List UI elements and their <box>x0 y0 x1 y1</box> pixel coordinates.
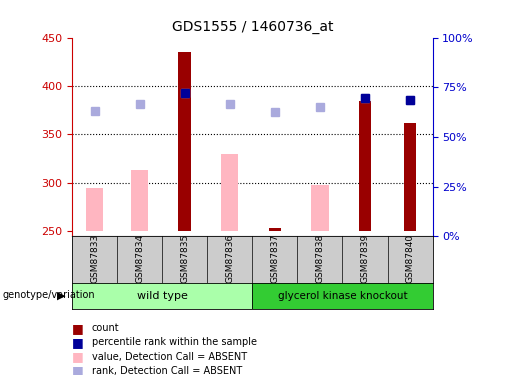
Bar <box>404 123 416 231</box>
Bar <box>221 154 238 231</box>
Text: wild type: wild type <box>137 291 187 301</box>
Text: GSM87838: GSM87838 <box>316 234 324 284</box>
Bar <box>268 228 281 231</box>
Text: ▶: ▶ <box>57 291 65 300</box>
Bar <box>178 52 191 231</box>
Text: ■: ■ <box>72 350 84 363</box>
Text: GSM87833: GSM87833 <box>90 234 99 284</box>
Bar <box>312 185 329 231</box>
Text: ■: ■ <box>72 322 84 334</box>
Text: glycerol kinase knockout: glycerol kinase knockout <box>278 291 407 301</box>
Bar <box>252 283 433 309</box>
Title: GDS1555 / 1460736_at: GDS1555 / 1460736_at <box>171 20 333 34</box>
Text: ■: ■ <box>72 336 84 349</box>
Bar <box>358 100 371 231</box>
Text: GSM87840: GSM87840 <box>406 234 415 284</box>
Text: value, Detection Call = ABSENT: value, Detection Call = ABSENT <box>92 352 247 362</box>
Bar <box>72 283 252 309</box>
Text: GSM87835: GSM87835 <box>180 234 189 284</box>
Text: percentile rank within the sample: percentile rank within the sample <box>92 338 256 347</box>
Text: GSM87834: GSM87834 <box>135 234 144 284</box>
Text: rank, Detection Call = ABSENT: rank, Detection Call = ABSENT <box>92 366 242 375</box>
Text: GSM87839: GSM87839 <box>360 234 369 284</box>
Text: GSM87836: GSM87836 <box>226 234 234 284</box>
Text: ■: ■ <box>72 364 84 375</box>
Text: count: count <box>92 323 119 333</box>
Bar <box>86 188 103 231</box>
Text: GSM87837: GSM87837 <box>270 234 279 284</box>
Text: genotype/variation: genotype/variation <box>3 291 95 300</box>
Bar <box>131 170 148 231</box>
